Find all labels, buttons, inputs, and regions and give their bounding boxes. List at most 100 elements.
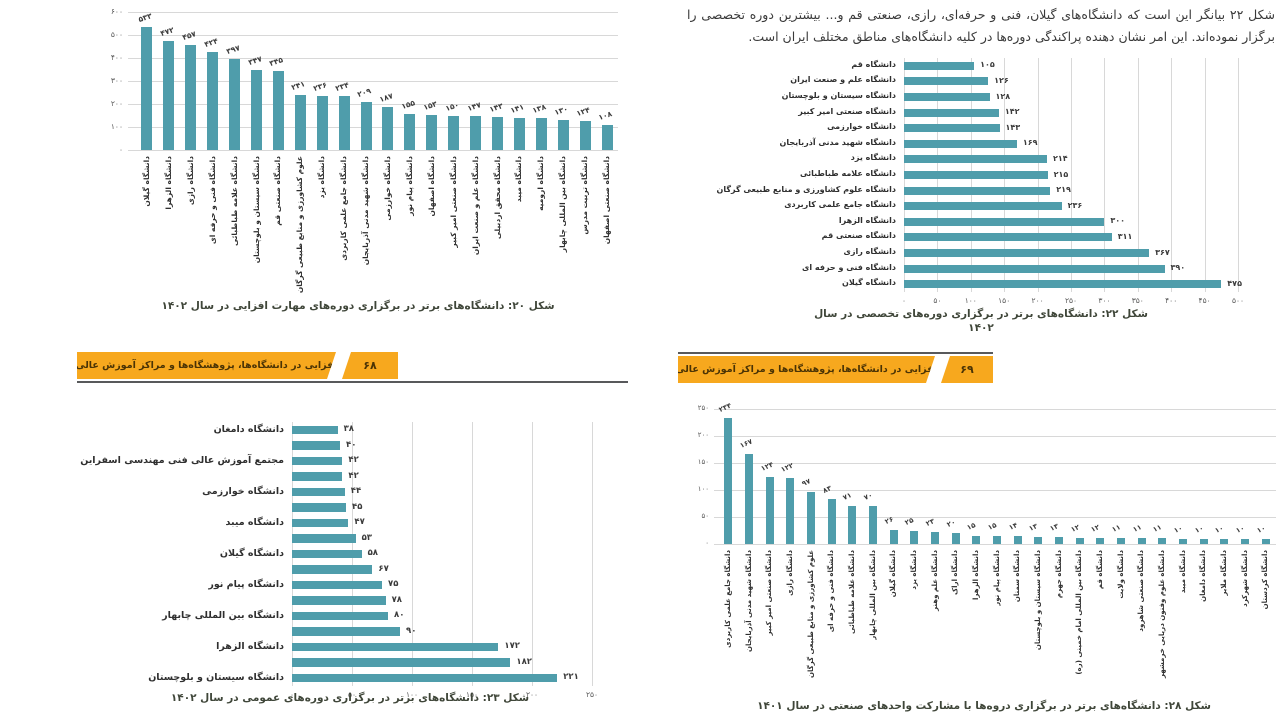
chart-figure-20: ۰ ۱۰۰ ۲۰۰ ۳۰۰ ۴۰۰ ۵۰۰ ۶۰۰ ۵۳۳ دانشگاه گیلان ۴۷۲ دا… bbox=[88, 2, 628, 350]
bar bbox=[869, 506, 877, 544]
bar bbox=[292, 549, 362, 558]
bar bbox=[972, 535, 981, 544]
x-axis-tick-label: ۰ bbox=[901, 296, 907, 305]
bar-value-label: ۱۴۳ bbox=[1005, 122, 1021, 132]
bar bbox=[1013, 536, 1022, 544]
bar bbox=[360, 101, 372, 150]
bar-value-label: ۲۲۱ bbox=[563, 672, 579, 683]
bar bbox=[382, 106, 394, 150]
bar bbox=[292, 596, 386, 605]
bar-value-label: ۱۵۰ bbox=[443, 99, 460, 113]
category-label: دانشگاه دامغان bbox=[213, 423, 284, 435]
gridline bbox=[128, 127, 618, 128]
bar bbox=[579, 121, 591, 150]
bar-value-label: ۵۳۳ bbox=[137, 11, 154, 25]
bar-value-label: ۹۰ bbox=[406, 625, 417, 636]
bar bbox=[272, 70, 284, 150]
gridline bbox=[128, 12, 618, 13]
bar bbox=[292, 487, 345, 496]
gridline bbox=[1071, 58, 1072, 292]
x-axis-category-label: دانشگاه پیام نور bbox=[404, 156, 414, 216]
x-axis-category-label: دانشگاه شهید مدنی آذربایجان bbox=[361, 156, 371, 266]
bar-value-label: ۴۲ bbox=[348, 455, 359, 466]
x-axis-category-label: علوم کشاورزی و منابع طبیعی گرگان bbox=[806, 550, 815, 679]
banner-title-bar: مهارت‌افزایی در دانشگاه‌ها، پژوهشگاه‌ها … bbox=[77, 352, 336, 379]
bar bbox=[426, 114, 438, 150]
gridline bbox=[714, 544, 1276, 545]
figure-22-caption-line1: شکل ۲۲: دانشگاه‌های برتر در برگزاری دوره… bbox=[814, 308, 1148, 320]
bar-value-label: ۱۸۲ bbox=[516, 656, 532, 667]
bar bbox=[904, 124, 1000, 133]
x-axis-category-label: دانشگاه بین المللی امام خمینی (ره) bbox=[1075, 550, 1084, 675]
category-label: دانشگاه فنی و حرفه ای bbox=[802, 262, 896, 272]
bar bbox=[1096, 537, 1105, 544]
bar bbox=[292, 425, 338, 434]
bar-value-label: ۳۹۷ bbox=[224, 42, 241, 56]
x-axis-category-label: دانشگاه علامه طباطبائی bbox=[229, 156, 239, 246]
x-axis-category-label: دانشگاه تربیت مدرس bbox=[580, 156, 590, 235]
x-axis-category-label: دانشگاه کردستان bbox=[1261, 550, 1270, 610]
gridline bbox=[128, 35, 618, 36]
bar bbox=[1055, 536, 1063, 544]
category-label: دانشگاه بین المللی چابهار bbox=[162, 609, 284, 621]
bar bbox=[292, 518, 349, 527]
category-label: دانشگاه رازی bbox=[843, 247, 896, 256]
gridline bbox=[1104, 58, 1106, 292]
x-axis-category-label: دانشگاه میبد bbox=[1178, 550, 1187, 594]
category-label: دانشگاه قم bbox=[851, 59, 896, 69]
bar-value-label: ۹۷ bbox=[800, 476, 812, 488]
bar bbox=[1241, 538, 1249, 544]
bar bbox=[904, 61, 975, 70]
chart-figure-23: ۰ ۵۰ ۱۰۰ ۱۵۰ ۲۰۰ ۲۵۰ دانشگاه دامغان ۳۸ ۴۰ مجتمع آ… bbox=[80, 422, 616, 718]
gridline bbox=[532, 422, 533, 686]
x-axis-category-label: دانشگاه سمنان bbox=[1013, 550, 1022, 603]
x-axis-category-label: دانشگاه جامع علمی کاربردی bbox=[724, 550, 733, 648]
bar-value-label: ۱۱ bbox=[1110, 523, 1122, 535]
bar bbox=[786, 478, 795, 544]
x-axis-category-label: دانشگاه صنعتی اصفهان bbox=[602, 156, 612, 245]
x-axis-tick-label: ۱۰۰ bbox=[964, 296, 977, 305]
bar bbox=[185, 44, 197, 150]
bar-value-label: ۱۰۵ bbox=[980, 60, 995, 70]
bar-value-label: ۱۵ bbox=[986, 521, 998, 532]
bar bbox=[292, 673, 558, 682]
chart-figure-28: ۰ ۵۰ ۱۰۰ ۱۵۰ ۲۰۰ ۲۵۰ ۲۳۴ دانشگاه جامع علمی کارب… bbox=[688, 392, 1280, 718]
bar bbox=[904, 108, 999, 117]
category-label: دانشگاه الزهرا bbox=[838, 215, 896, 225]
bar bbox=[492, 117, 503, 150]
figure-20-caption: شکل ۲۰: دانشگاه‌های برتر در برگزاری دوره… bbox=[161, 300, 555, 312]
x-axis-category-label: دانشگاه پیام نور bbox=[992, 550, 1001, 606]
bar bbox=[601, 125, 613, 150]
y-axis-tick-label: ۵۰ bbox=[701, 512, 709, 520]
bar-value-label: ۳۴۵ bbox=[268, 54, 285, 68]
bar bbox=[292, 456, 343, 465]
bar-value-label: ۱۲۴ bbox=[575, 105, 592, 119]
x-axis-category-label: دانشگاه خوارزمی bbox=[382, 156, 392, 221]
banner-title-bar: مهارت‌افزایی در دانشگاه‌ها، پژوهشگاه‌ها … bbox=[678, 356, 935, 383]
bar bbox=[904, 139, 1017, 148]
bar-value-label: ۲۱۵ bbox=[1053, 169, 1069, 179]
bar-value-label: ۱۱ bbox=[1152, 523, 1164, 535]
gridline bbox=[714, 436, 1276, 437]
bar bbox=[207, 52, 219, 150]
figure-28-caption: شکل ۲۸: دانشگاه‌های برتر در برگزاری دروه… bbox=[757, 700, 1211, 712]
bar bbox=[904, 249, 1150, 257]
divider-line bbox=[77, 381, 628, 383]
bar-value-label: ۱۴ bbox=[1007, 521, 1019, 533]
x-axis-category-label: دانشگاه صنعتی امیر کبیر bbox=[448, 156, 458, 248]
category-label: دانشگاه یزد bbox=[850, 153, 896, 163]
bar-value-label: ۸۰ bbox=[394, 610, 405, 621]
bar bbox=[889, 529, 898, 544]
bar bbox=[292, 472, 343, 481]
bar-value-label: ۷۰ bbox=[862, 491, 874, 503]
page-number-badge: ۶۸ bbox=[342, 352, 398, 379]
bar-value-label: ۵۸ bbox=[367, 548, 378, 559]
x-axis-tick-label: ۲۵۰ bbox=[1064, 296, 1078, 305]
x-axis-category-label: دانشگاه ولایت bbox=[1116, 550, 1125, 599]
gridline bbox=[592, 422, 593, 686]
x-axis-category-label: دانشگاه فنی و حرفه ای bbox=[827, 550, 836, 633]
bar bbox=[292, 503, 346, 512]
category-label: دانشگاه علامه طباطبائی bbox=[800, 169, 896, 178]
x-axis-category-label: دانشگاه اراک bbox=[951, 550, 960, 596]
x-axis-category-label: دانشگاه علم و صنعت ایران bbox=[470, 156, 480, 256]
